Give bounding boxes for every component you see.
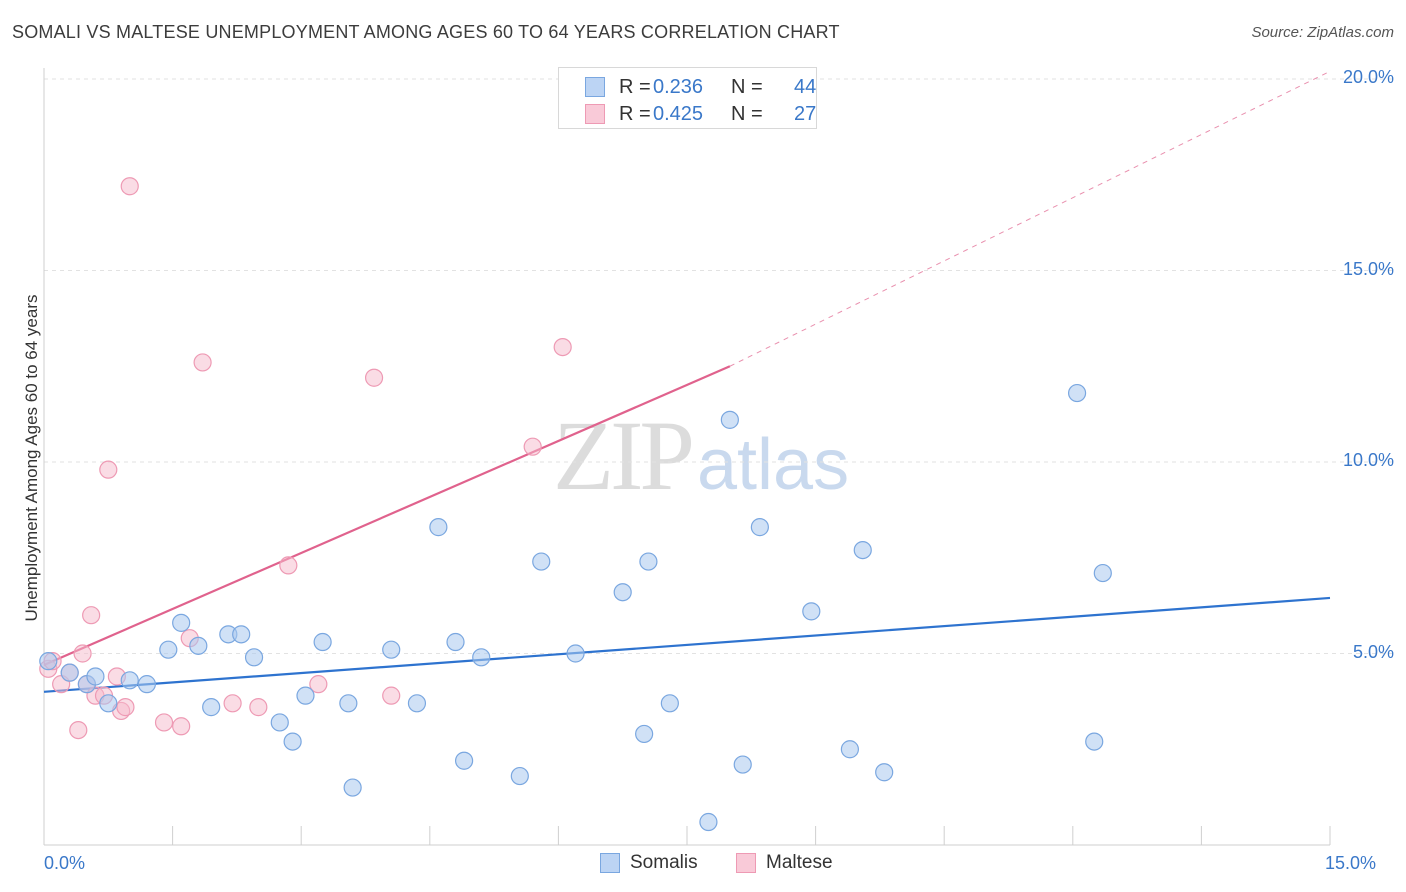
legend-label-somalis: Somalis (630, 852, 698, 873)
source-credit: Source: ZipAtlas.com (1251, 24, 1394, 41)
legend-r-label: R = (619, 75, 651, 98)
grid-lines (44, 78, 1392, 654)
correlation-legend: R = 0.236 N = 44 R = 0.425 N = 27 (558, 67, 817, 129)
point-somalis (660, 694, 679, 713)
point-maltese (116, 698, 135, 717)
point-somalis (1067, 383, 1087, 403)
point-maltese (172, 717, 191, 736)
axes (43, 68, 1331, 846)
point-somalis (244, 648, 264, 667)
point-somalis (1085, 732, 1104, 751)
watermark-zip: ZIP (553, 400, 695, 511)
point-somalis (720, 410, 739, 429)
point-somalis (699, 812, 718, 832)
point-somalis (566, 644, 585, 663)
x-tick-label-max: 15.0% (1325, 853, 1377, 873)
point-maltese (249, 698, 268, 717)
point-somalis (1093, 563, 1112, 583)
y-tick-label: 15.0% (1342, 258, 1394, 279)
point-somalis (339, 694, 358, 713)
legend-n-value: 27 (794, 102, 817, 125)
data-points (39, 177, 1112, 832)
point-maltese (73, 644, 92, 663)
point-somalis (446, 632, 465, 652)
trend-lines (43, 70, 1331, 693)
point-maltese (523, 437, 542, 456)
legend-r-value: 0.236 (653, 75, 704, 98)
point-maltese (193, 353, 212, 372)
watermark: ZIP atlas (553, 398, 849, 513)
point-maltese (382, 686, 401, 705)
point-maltese (69, 720, 88, 740)
point-somalis (733, 755, 752, 774)
y-tick-label: 5.0% (1352, 641, 1394, 662)
point-somalis (202, 698, 221, 717)
point-somalis (382, 640, 401, 659)
point-somalis (454, 751, 474, 770)
x-tick-label-min: 0.0% (44, 853, 86, 873)
trend-line-maltese (43, 365, 731, 666)
point-maltese (553, 338, 572, 357)
point-somalis (635, 724, 654, 744)
legend-swatch-somalis (600, 853, 620, 873)
point-somalis (172, 613, 191, 632)
point-maltese (120, 177, 139, 196)
point-somalis (189, 636, 208, 655)
point-maltese (309, 675, 328, 694)
y-tick-label: 10.0% (1342, 450, 1394, 470)
chart-title: SOMALI VS MALTESE UNEMPLOYMENT AMONG AGE… (12, 22, 840, 42)
legend-label-maltese: Maltese (766, 852, 833, 873)
legend-n-value: 44 (794, 75, 817, 98)
legend-swatch-maltese (736, 853, 756, 873)
point-somalis (283, 732, 302, 751)
point-somalis (343, 778, 362, 797)
point-somalis (296, 686, 315, 705)
legend-item-maltese: Maltese (736, 852, 833, 874)
point-somalis (750, 518, 769, 537)
point-somalis (532, 552, 551, 571)
point-somalis (137, 675, 156, 694)
legend-item-somalis: Somalis (600, 852, 698, 874)
point-somalis (120, 671, 139, 690)
point-somalis (159, 640, 178, 659)
y-axis-label: Unemployment Among Ages 60 to 64 years (22, 294, 41, 622)
point-somalis (472, 648, 491, 667)
point-somalis (407, 694, 427, 713)
point-somalis (232, 625, 251, 644)
point-maltese (279, 556, 298, 575)
point-maltese (364, 368, 384, 387)
point-somalis (313, 632, 332, 652)
point-somalis (429, 518, 448, 537)
point-somalis (86, 667, 105, 686)
point-somalis (60, 663, 79, 682)
point-maltese (154, 713, 174, 732)
legend-swatch-somalis (585, 77, 605, 97)
point-somalis (853, 540, 872, 560)
point-somalis (639, 552, 658, 571)
legend-r-value: 0.425 (653, 102, 704, 125)
point-somalis (802, 602, 821, 621)
trend-line-maltese-extension (729, 70, 1331, 367)
point-somalis (613, 583, 632, 602)
point-somalis (510, 766, 529, 786)
watermark-atlas: atlas (697, 425, 850, 505)
point-somalis (840, 740, 859, 759)
trend-line-somalis (43, 596, 1331, 693)
legend-r-label: R = (619, 102, 651, 125)
legend-swatch-maltese (585, 104, 605, 124)
y-tick-label: 20.0% (1342, 67, 1394, 87)
point-somalis (270, 713, 289, 732)
point-maltese (82, 606, 101, 625)
point-somalis (99, 694, 118, 713)
point-maltese (223, 694, 242, 713)
point-somalis (875, 763, 894, 782)
point-maltese (99, 460, 118, 479)
legend-n-label: N = (731, 102, 763, 125)
legend-n-label: N = (731, 75, 763, 98)
point-somalis (39, 652, 58, 671)
